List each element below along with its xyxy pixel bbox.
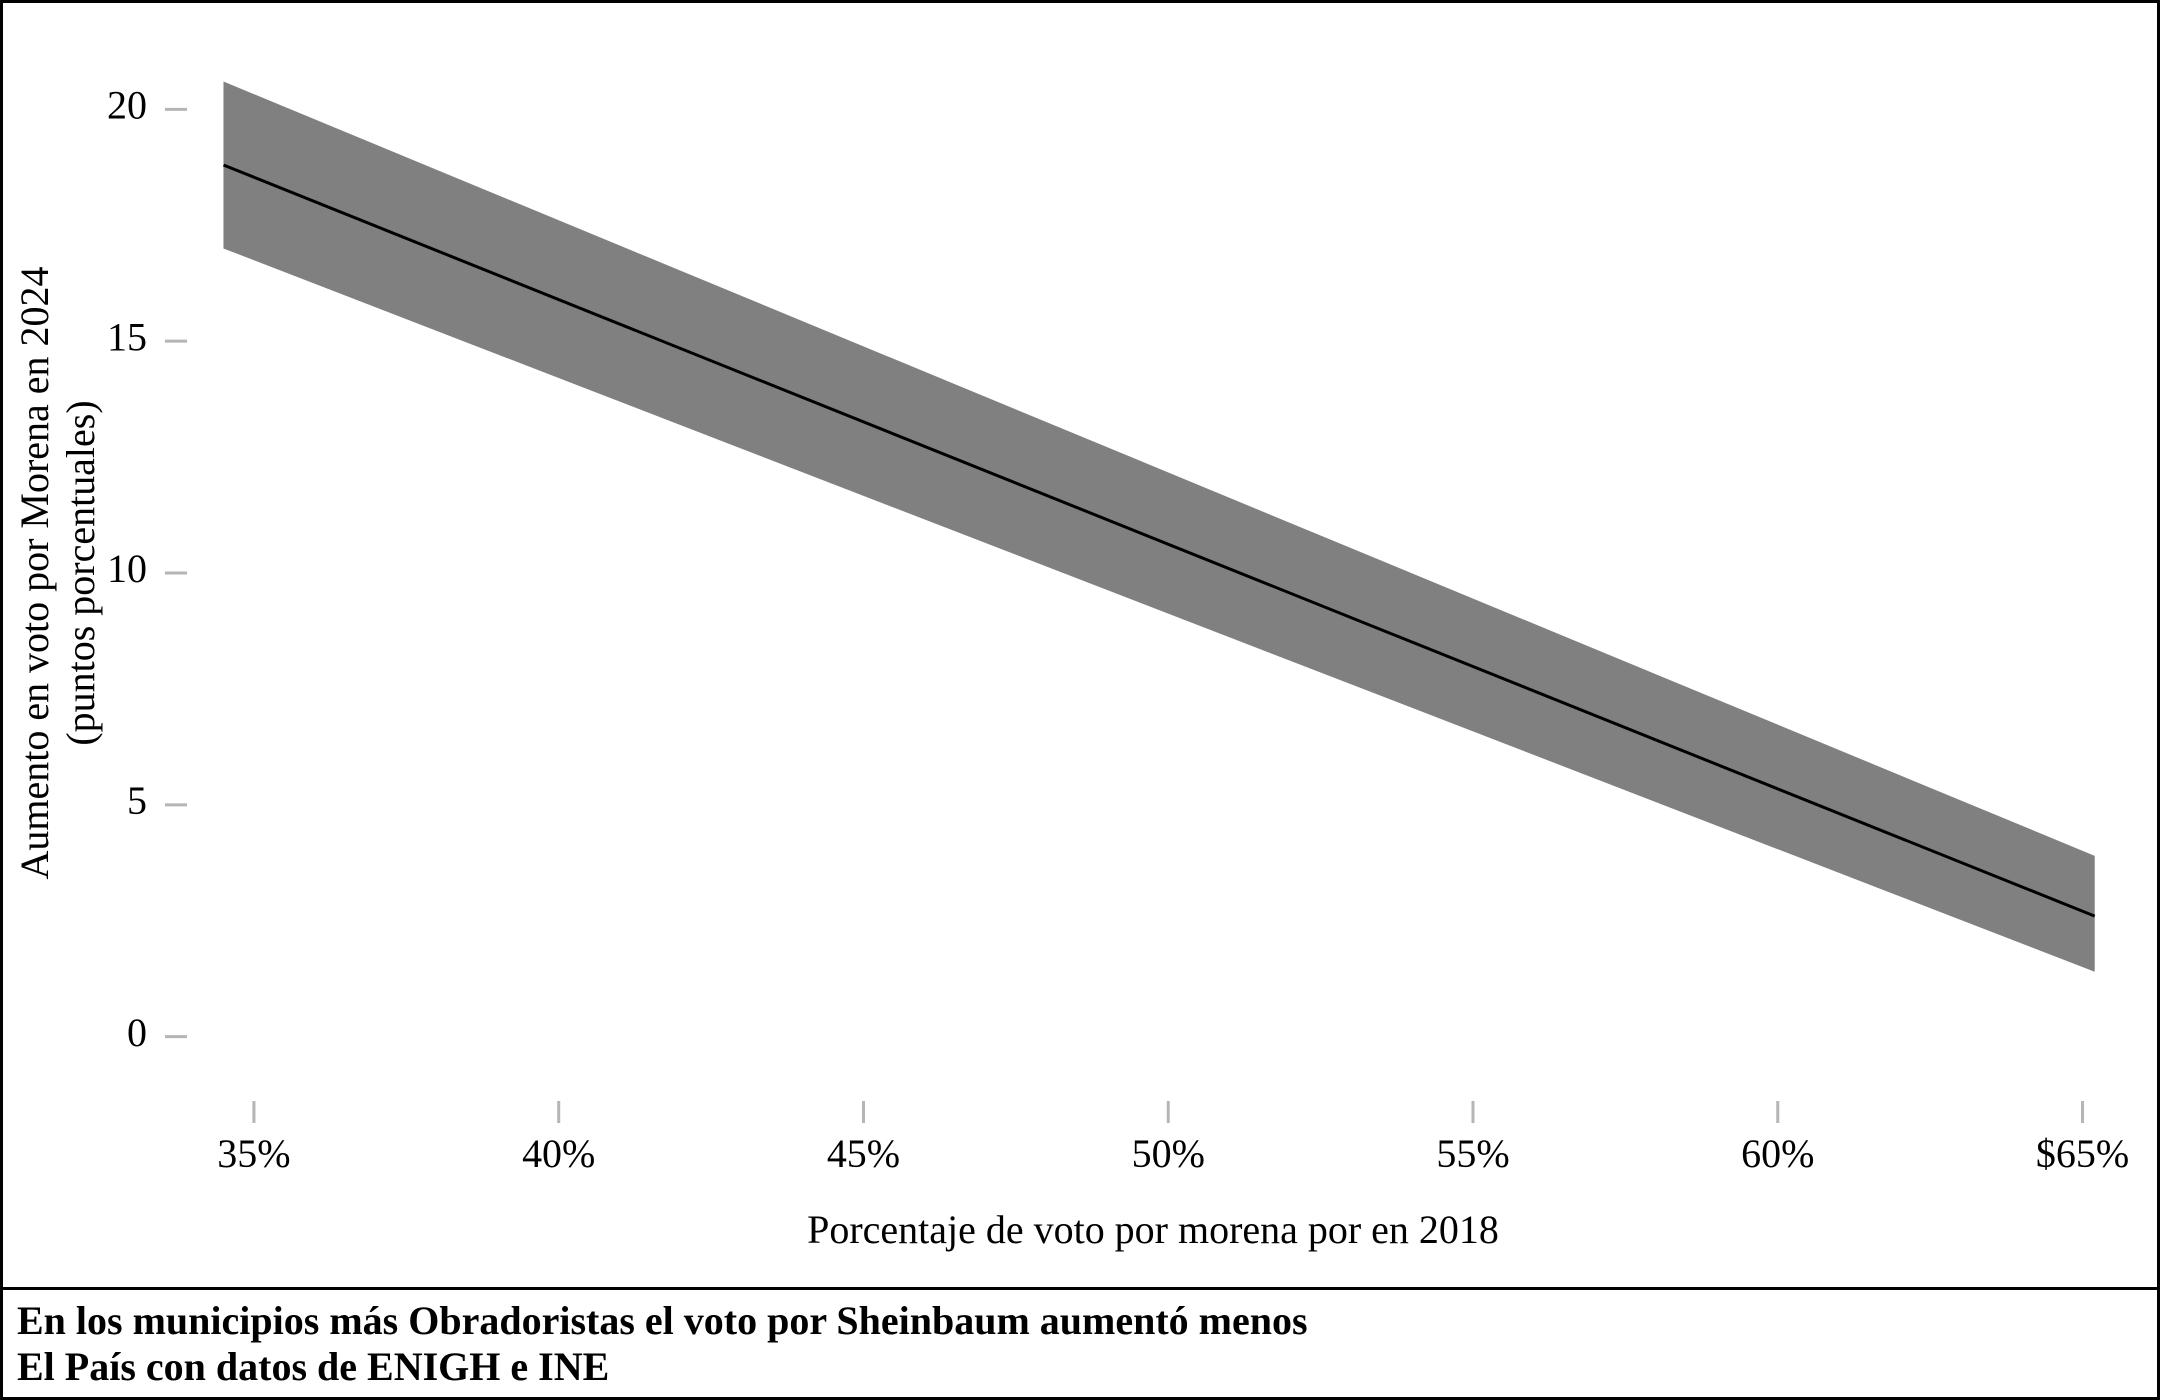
x-axis-label: Porcentaje de voto por morena por en 201… (807, 1207, 1499, 1252)
chart-area: 0 5 10 15 20 35% 40% 45% 50% 55% 60% $65% Porcentaje… (3, 3, 2157, 1290)
caption-line-2: El País con datos de ENIGH e INE (17, 1344, 2143, 1390)
svg-text:Aumento en voto por Morena en: Aumento en voto por Morena en 2024 (12, 267, 57, 880)
x-tick-label: 35% (217, 1131, 290, 1176)
caption-area: En los municipios más Obradoristas el vo… (3, 1290, 2157, 1400)
figure-container: 0 5 10 15 20 35% 40% 45% 50% 55% 60% $65% Porcentaje… (0, 0, 2160, 1400)
x-tick-label: 50% (1132, 1131, 1205, 1176)
y-tick-label: 5 (127, 778, 147, 823)
y-tick-label: 0 (127, 1010, 147, 1055)
x-tick-label: 40% (522, 1131, 595, 1176)
y-tick-label: 20 (107, 83, 147, 128)
x-tick-label: 45% (827, 1131, 900, 1176)
y-tick-label: 15 (107, 314, 147, 359)
x-tick-label: $65% (2036, 1131, 2129, 1176)
caption-line-1: En los municipios más Obradoristas el vo… (17, 1298, 2143, 1344)
svg-text:(puntos porcentuales): (puntos porcentuales) (58, 400, 103, 745)
y-tick-label: 10 (107, 546, 147, 591)
x-tick-label: 60% (1741, 1131, 1814, 1176)
x-tick-label: 55% (1436, 1131, 1509, 1176)
regression-chart: 0 5 10 15 20 35% 40% 45% 50% 55% 60% $65% Porcentaje… (3, 3, 2157, 1287)
